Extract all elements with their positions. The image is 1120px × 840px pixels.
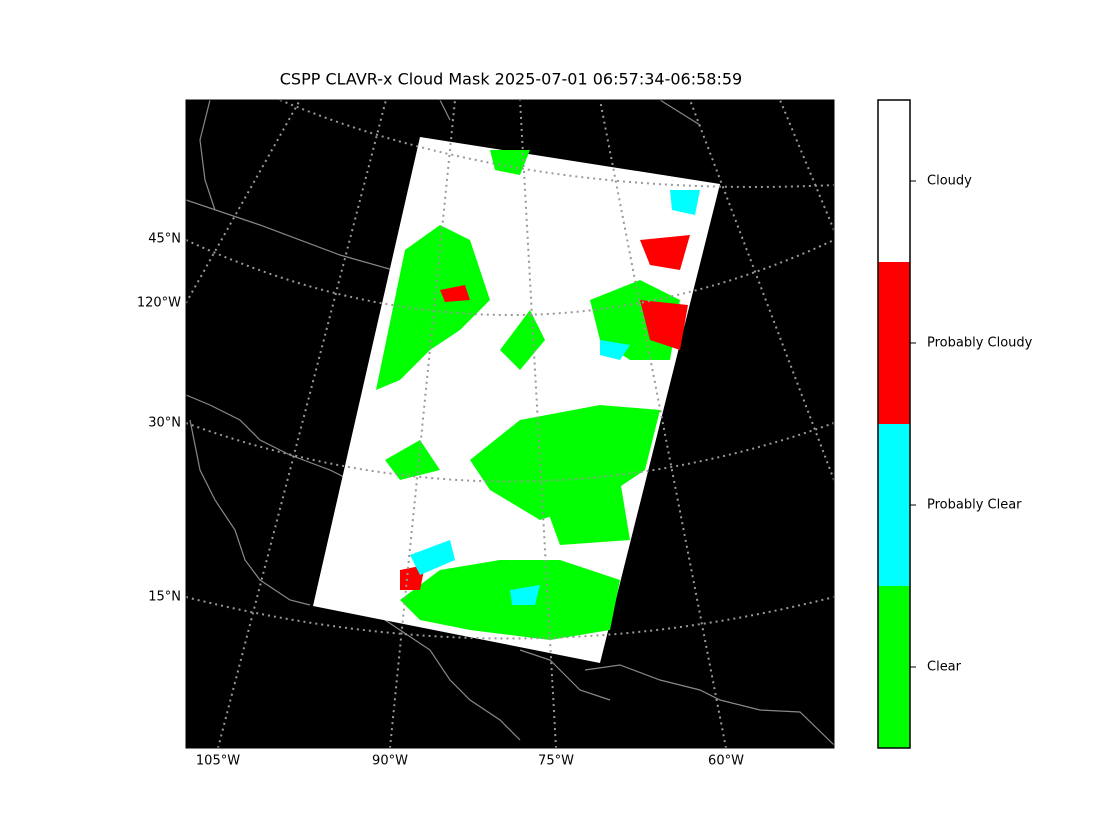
colorbar-segment [878, 262, 910, 424]
swath-patch [376, 225, 490, 390]
map-title: CSPP CLAVR-x Cloud Mask 2025-07-01 06:57… [280, 70, 742, 89]
lon-label: 75°W [538, 754, 574, 769]
lat-label: 45°N [148, 232, 181, 247]
swath-patch [500, 310, 545, 370]
swath-patch [490, 150, 530, 175]
colorbar-label: Probably Clear [927, 498, 1022, 513]
colorbar-label: Clear [927, 660, 962, 675]
colorbar-segment [878, 424, 910, 586]
lat-label: 30°N [148, 416, 181, 431]
map-frame [185, 99, 835, 749]
colorbar-segment [878, 586, 910, 748]
lon-label: 90°W [372, 754, 408, 769]
colorbar-label: Probably Cloudy [927, 336, 1033, 351]
swath-patch [600, 340, 630, 360]
colorbar-segment [878, 100, 910, 262]
swath-patch [510, 585, 540, 605]
swath-patch [640, 300, 688, 350]
swath-patch [400, 560, 620, 640]
swath-patch [440, 285, 470, 302]
swath [313, 137, 720, 663]
lon-label: 60°W [708, 754, 744, 769]
graticule [186, 100, 834, 748]
lon-label: 105°W [196, 754, 240, 769]
swath-patch [540, 480, 630, 545]
colorbar-frame [877, 99, 911, 749]
swath-patch [670, 190, 700, 215]
swath-patch [410, 540, 455, 575]
colorbar-label: Cloudy [927, 174, 972, 189]
swath-patch [385, 440, 440, 480]
swath-patch [640, 235, 690, 270]
lat-label: 120°W [137, 296, 181, 311]
lat-label: 15°N [148, 590, 181, 605]
